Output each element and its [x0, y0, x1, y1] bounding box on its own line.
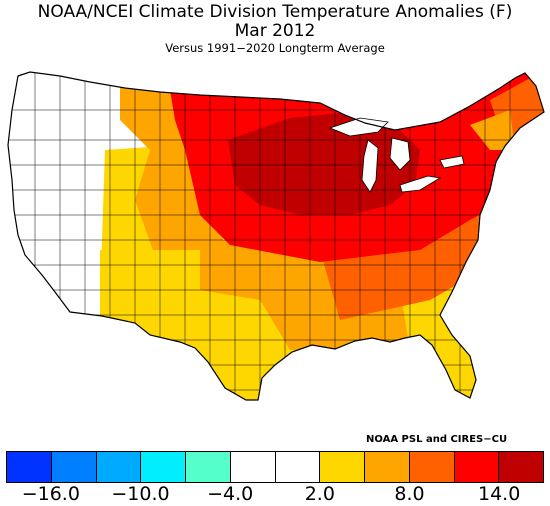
legend-tick-3: 2.0	[304, 483, 335, 505]
color-legend	[6, 451, 544, 483]
lake-erie	[399, 175, 442, 193]
legend-swatch-3	[141, 452, 186, 482]
map-note: Versus 1991−2020 Longterm Average	[165, 41, 385, 55]
lake-ontario	[439, 155, 465, 169]
legend-tick-5: 14.0	[478, 483, 521, 505]
us-climate-division-map	[7, 71, 545, 401]
region-upper-midwest-extreme	[228, 112, 420, 215]
legend-tick-2: −4.0	[207, 483, 254, 505]
great-lakes	[328, 117, 465, 193]
legend-tick-4: 8.0	[394, 483, 425, 505]
legend-swatch-6	[275, 452, 321, 482]
legend-swatch-1	[51, 452, 97, 482]
legend-tick-1: −10.0	[111, 483, 170, 505]
map-subtitle: Mar 2012	[234, 21, 316, 41]
legend-swatch-2	[96, 452, 142, 482]
legend-swatch-11	[499, 452, 543, 482]
legend-tick-0: −16.0	[21, 483, 80, 505]
legend-swatch-7	[320, 452, 365, 482]
lake-huron	[389, 137, 411, 171]
legend-swatch-9	[409, 452, 455, 482]
legend-swatch-0	[7, 452, 52, 482]
legend-swatch-8	[365, 452, 410, 482]
map-title: NOAA/NCEI Climate Division Temperature A…	[37, 2, 513, 22]
legend-swatch-10	[454, 452, 500, 482]
lake-michigan	[361, 139, 379, 193]
legend-swatch-5	[230, 452, 276, 482]
data-credit: NOAA PSL and CIRES−CU	[366, 434, 508, 445]
legend-swatch-4	[186, 452, 231, 482]
